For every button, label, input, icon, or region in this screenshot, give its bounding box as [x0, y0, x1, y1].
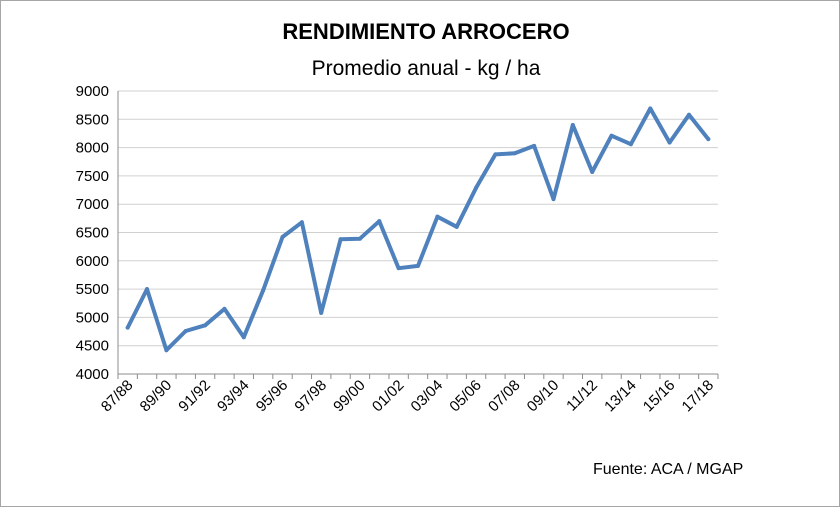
data-point: [493, 152, 498, 157]
data-point: [609, 133, 614, 138]
x-tick-label: 01/02: [369, 377, 408, 416]
data-point: [628, 142, 633, 147]
data-point: [125, 325, 130, 330]
y-tick-label: 9000: [76, 83, 109, 100]
data-point: [299, 220, 304, 225]
x-tick-label: 93/94: [214, 377, 253, 416]
data-point: [319, 310, 324, 315]
y-tick-label: 7000: [76, 196, 109, 213]
data-point: [357, 236, 362, 241]
data-point: [280, 235, 285, 240]
x-axis-tick-labels: 87/88 89/90 91/92 93/94 95/96 97/98 99/00 01/02…: [98, 377, 717, 416]
data-point: [396, 266, 401, 271]
y-tick-label: 5000: [76, 309, 109, 326]
data-point: [377, 219, 382, 224]
y-tick-label: 4000: [76, 366, 109, 383]
data-point: [183, 328, 188, 333]
data-point: [532, 143, 537, 148]
data-point: [706, 137, 711, 142]
data-point: [454, 224, 459, 229]
x-tick-label: 15/16: [640, 377, 679, 416]
x-tick-label: 13/14: [601, 377, 640, 416]
data-point: [512, 151, 517, 156]
data-point: [570, 122, 575, 127]
y-tick-label: 8500: [76, 111, 109, 128]
data-point: [222, 306, 227, 311]
data-point: [261, 288, 266, 293]
data-point: [203, 323, 208, 328]
series-line: [125, 106, 711, 353]
chart-title: RENDIMIENTO ARROCERO: [282, 19, 570, 44]
y-axis-tick-labels: 4000 4500 5000 5500 6000 6500 7000 7500 8000 8500…: [76, 83, 109, 383]
data-point: [416, 263, 420, 268]
x-tick-label: 97/98: [291, 377, 330, 416]
x-tick-label: 07/08: [485, 377, 524, 416]
y-tick-label: 4500: [76, 338, 109, 355]
data-point: [648, 106, 653, 111]
x-tick-label: 91/92: [175, 377, 214, 416]
data-point: [338, 237, 343, 242]
x-tick-label: 95/96: [253, 377, 292, 416]
y-tick-label: 7500: [76, 168, 109, 185]
x-tick-label: 99/00: [330, 377, 369, 416]
y-tick-label: 8000: [76, 140, 109, 157]
gridlines: [118, 90, 718, 347]
y-tick-label: 5500: [76, 281, 109, 298]
data-point: [241, 335, 246, 340]
data-point: [474, 185, 479, 190]
x-tick-label: 03/04: [408, 377, 447, 416]
data-point: [551, 197, 556, 202]
x-tick-label: 09/10: [524, 377, 563, 416]
x-tick-label: 17/18: [679, 377, 718, 416]
data-point: [590, 169, 595, 174]
data-point: [667, 140, 672, 145]
y-tick-label: 6000: [76, 253, 109, 270]
y-tick-label: 6500: [76, 225, 109, 242]
data-point: [164, 348, 169, 353]
data-point: [435, 214, 440, 219]
series-layer: [125, 106, 711, 353]
data-point: [686, 112, 691, 117]
axes: [117, 91, 719, 379]
x-tick-label: 05/06: [446, 377, 485, 416]
x-tick-label: 11/12: [563, 377, 601, 415]
chart-subtitle: Promedio anual - kg / ha: [311, 57, 541, 80]
x-tick-label: 89/90: [137, 377, 176, 416]
source-note: Fuente: ACA / MGAP: [593, 461, 744, 478]
data-point: [145, 287, 150, 292]
